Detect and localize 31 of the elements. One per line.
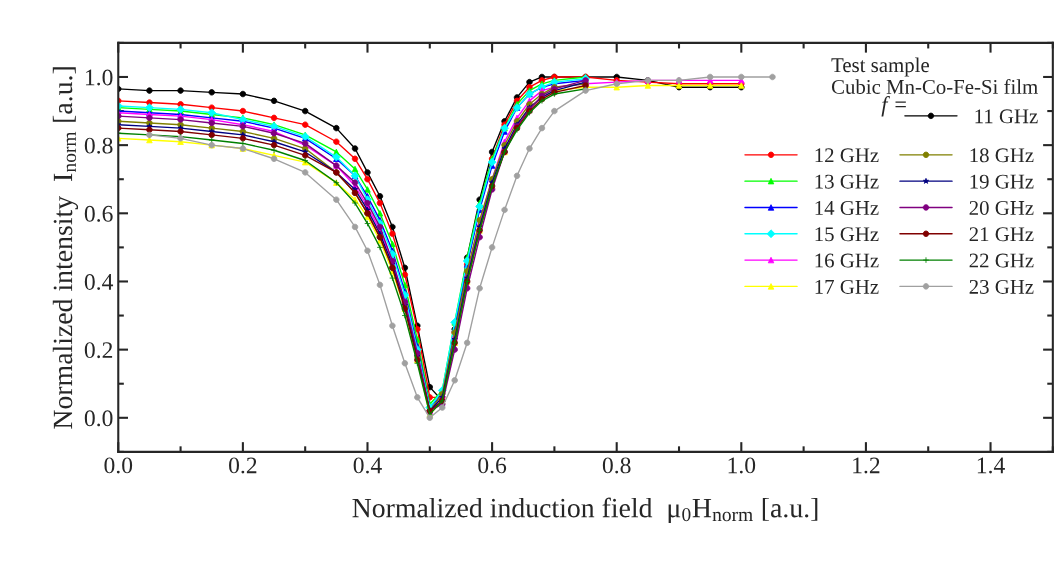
- legend-label: 18 GHz: [970, 148, 1034, 163]
- x-tick-label: 0.6: [478, 457, 507, 474]
- x-tick-label: 1.4: [977, 457, 1005, 474]
- legend-label: 23 GHz: [969, 279, 1034, 294]
- x-tick-label: 0.4: [353, 457, 382, 474]
- y-tick-label: 0.2: [84, 342, 113, 359]
- x-tick-label: 0.2: [229, 457, 257, 474]
- x-tick-label: 1.0: [728, 457, 756, 474]
- legend-label: 15 GHz: [815, 227, 879, 242]
- legend-label: 21 GHz: [969, 227, 1034, 242]
- x-tick-label: 0.8: [602, 457, 631, 474]
- legend-label: 13 GHz: [815, 174, 879, 189]
- x-tick-label: 1.2: [853, 457, 880, 474]
- y-axis-title: Normalized intensity I$_{norm}$ [a.u.]: [52, 67, 79, 429]
- x-axis-title: Normalized induction field μ$_{0}$H$_{norm}$ [a.u.]: [352, 497, 818, 524]
- y-tick-label: 0.6: [84, 205, 113, 222]
- annotation: f =: [881, 96, 906, 117]
- y-tick-label: 0.8: [84, 137, 113, 154]
- x-tick-label: 0.0: [104, 457, 133, 474]
- legend-label: 22 GHz: [969, 253, 1034, 268]
- legend-label: 20 GHz: [969, 200, 1034, 215]
- legend-label: 16 GHz: [815, 253, 879, 268]
- y-tick-label: 0.4: [84, 273, 114, 290]
- y-tick-label: 0.0: [84, 410, 113, 427]
- legend-label: 11 GHz: [975, 109, 1038, 124]
- legend-label: 14 GHz: [815, 200, 879, 215]
- legend-title: Test sample Cubic Mn-Co-Fe-Si film: [831, 57, 1038, 94]
- legend-label: 12 GHz: [815, 148, 879, 163]
- y-tick-label: 1.0: [85, 69, 113, 86]
- legend-label: 19 GHz: [970, 174, 1034, 189]
- legend-label: 17 GHz: [815, 279, 879, 294]
